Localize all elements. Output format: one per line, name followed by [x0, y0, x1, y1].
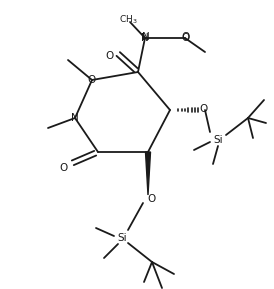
Text: O: O	[182, 33, 190, 43]
Polygon shape	[145, 152, 150, 195]
Text: O: O	[147, 194, 155, 204]
Text: O: O	[60, 163, 68, 173]
Text: N: N	[142, 32, 150, 42]
Text: O: O	[199, 104, 207, 114]
Text: CH$_3$: CH$_3$	[119, 14, 137, 26]
Text: O: O	[106, 51, 114, 61]
Text: N: N	[141, 33, 149, 43]
Text: O: O	[88, 75, 96, 85]
Text: O: O	[182, 32, 190, 42]
Text: N: N	[71, 113, 79, 123]
Text: Si: Si	[117, 233, 127, 243]
Text: Si: Si	[213, 135, 223, 145]
